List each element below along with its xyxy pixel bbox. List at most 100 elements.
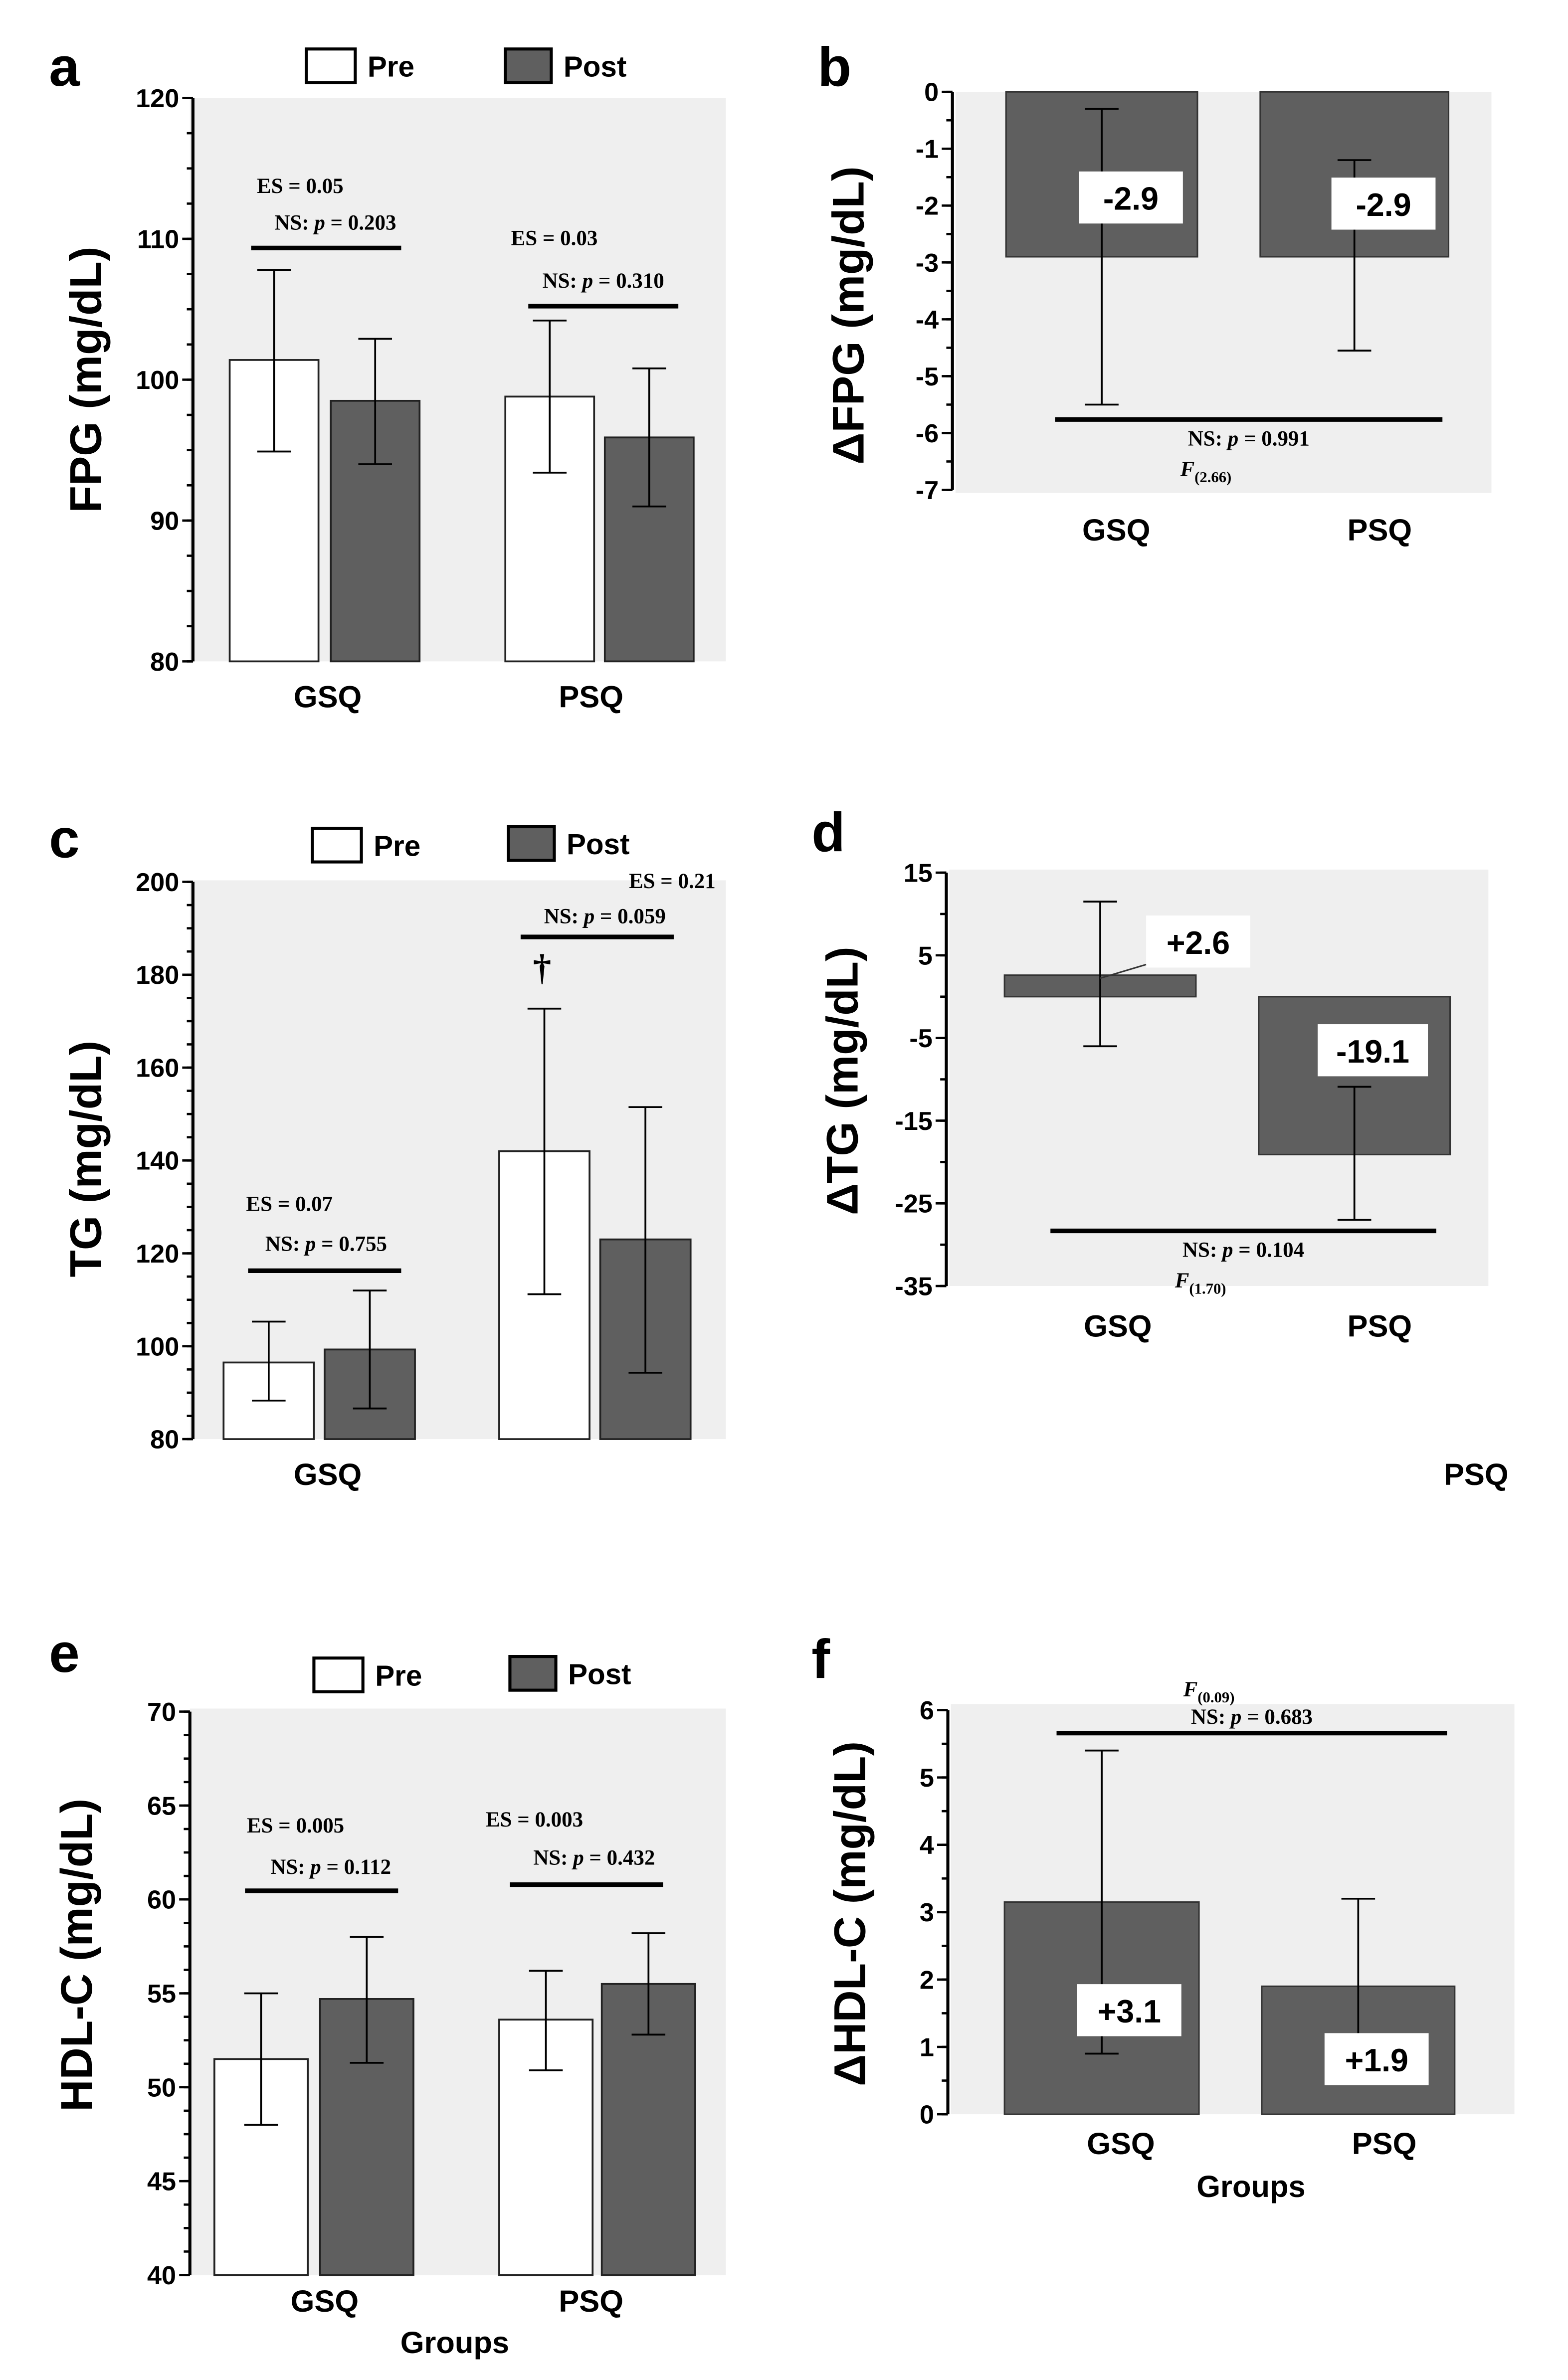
e-legend-post-label: Post bbox=[568, 1658, 631, 1690]
c-y-tick-label: 160 bbox=[136, 1054, 179, 1083]
d-value-pointer bbox=[1100, 963, 1147, 979]
a-p-value-1: NS: p = 0.310 bbox=[543, 269, 664, 293]
f-f-stat-fsub: (0.09) bbox=[1197, 1689, 1234, 1706]
f-x-label-gsq: GSQ bbox=[1087, 2127, 1155, 2161]
c-legend-pre-label: Pre bbox=[374, 830, 420, 862]
f-f-stat-f: F bbox=[1183, 1678, 1198, 1701]
c-y-tick-label: 80 bbox=[150, 1426, 179, 1455]
b-f-stat-fsub: (2.66) bbox=[1194, 469, 1231, 486]
f-p-value: NS: p = 0.683 bbox=[1191, 1705, 1313, 1729]
c-x-label-psq: PSQ bbox=[1444, 1458, 1509, 1492]
e-x-label-psq: PSQ bbox=[559, 2284, 623, 2319]
b-y-tick-label: -6 bbox=[916, 419, 939, 448]
f-p-value-ns: NS: bbox=[1191, 1705, 1231, 1729]
c-x-label-gsq: GSQ bbox=[294, 1458, 362, 1492]
d-f-stat-f: F bbox=[1175, 1269, 1189, 1292]
f-y-tick-label: 5 bbox=[920, 1764, 934, 1793]
c-p-value-0: NS: p = 0.755 bbox=[265, 1232, 387, 1256]
c-y-tick-label: 180 bbox=[136, 961, 179, 990]
b-panel-letter: b bbox=[818, 36, 852, 98]
e-y-tick-label: 45 bbox=[147, 2168, 176, 2197]
e-y-tick-label: 65 bbox=[147, 1792, 176, 1821]
e-p-value-0-pval: = 0.112 bbox=[327, 1855, 392, 1879]
e-p-value-1-pval: = 0.432 bbox=[589, 1846, 655, 1870]
c-p-value-1-ns: NS: bbox=[544, 905, 584, 928]
c-legend-pre-swatch bbox=[311, 826, 363, 864]
e-x-label-gsq: GSQ bbox=[291, 2284, 359, 2319]
a-p-value-1-p: p bbox=[581, 269, 598, 293]
c-p-value-1: NS: p = 0.059 bbox=[544, 905, 666, 928]
d-value-label-1: -19.1 bbox=[1336, 1034, 1409, 1070]
d-value-box-1 bbox=[1318, 1024, 1428, 1077]
a-effect-size-0: ES = 0.05 bbox=[257, 175, 344, 198]
d-y-tick-label: -5 bbox=[909, 1024, 932, 1053]
c-p-value-0-pval: = 0.755 bbox=[321, 1232, 387, 1256]
b-y-tick-label: -1 bbox=[916, 135, 939, 164]
d-panel-letter: d bbox=[811, 802, 845, 863]
b-x-label-gsq: GSQ bbox=[1082, 513, 1150, 548]
b-f-stat-f: F bbox=[1179, 458, 1194, 481]
f-y-tick-label: 3 bbox=[920, 1898, 934, 1927]
a-p-value-1-ns: NS: bbox=[543, 269, 583, 293]
d-f-stat: F(1.70) bbox=[1175, 1269, 1226, 1297]
e-effect-size-0: ES = 0.005 bbox=[247, 1814, 344, 1837]
a-y-title: FPG (mg/dL) bbox=[61, 246, 111, 513]
b-value-box-1 bbox=[1331, 178, 1436, 230]
e-p-value-0-ns: NS: bbox=[270, 1855, 310, 1879]
a-panel-letter: a bbox=[49, 36, 80, 98]
d-y-tick-label: -25 bbox=[895, 1190, 932, 1219]
c-p-value-0-ns: NS: bbox=[265, 1232, 305, 1256]
b-p-value-pval: = 0.991 bbox=[1244, 427, 1310, 450]
c-p-value-1-p: p bbox=[582, 905, 600, 928]
panel-c: 80 100 120 140 160 180 200 GSQ PSQ TG (mg/dL) c Pre… bbox=[49, 808, 1508, 1492]
e-y-tick-label: 60 bbox=[147, 1886, 176, 1915]
c-p-value-1-pval: = 0.059 bbox=[600, 905, 666, 928]
f-value-box-1 bbox=[1324, 2033, 1429, 2085]
b-y-tick-label: -3 bbox=[916, 249, 939, 278]
d-p-value-ns: NS: bbox=[1182, 1239, 1222, 1262]
b-p-value-ns: NS: bbox=[1188, 427, 1228, 450]
b-value-label-0: -2.9 bbox=[1103, 181, 1159, 217]
b-y-title: ΔFPG (mg/dL) bbox=[823, 166, 873, 464]
c-dagger-mark: † bbox=[533, 947, 551, 988]
f-y-tick-label: 1 bbox=[920, 2033, 934, 2062]
b-y-tick-label: -7 bbox=[916, 476, 939, 505]
a-y-tick-label: 110 bbox=[137, 225, 179, 254]
b-y-tick-label: -4 bbox=[916, 306, 939, 335]
e-p-value-1-ns: NS: bbox=[533, 1846, 573, 1870]
d-y-title: ΔTG (mg/dL) bbox=[817, 946, 867, 1215]
a-x-label-psq: PSQ bbox=[559, 680, 623, 714]
e-legend-pre-swatch bbox=[312, 1656, 365, 1693]
a-legend-pre-label: Pre bbox=[368, 51, 414, 83]
b-value-label-1: -2.9 bbox=[1356, 187, 1411, 223]
a-p-value-0-pval: = 0.203 bbox=[331, 211, 396, 235]
f-x-label-psq: PSQ bbox=[1352, 2127, 1417, 2161]
a-y-tick-label: 90 bbox=[150, 507, 179, 536]
f-panel-letter: f bbox=[811, 1629, 830, 1690]
c-y-tick-label: 100 bbox=[136, 1332, 179, 1361]
c-y-tick-label: 200 bbox=[136, 868, 179, 897]
e-legend-post-swatch bbox=[508, 1655, 558, 1692]
b-y-tick-label: 0 bbox=[924, 78, 939, 107]
c-y-title: TG (mg/dL) bbox=[61, 1041, 111, 1278]
d-y-tick-label: 15 bbox=[904, 859, 933, 888]
a-p-value-0-ns: NS: bbox=[274, 211, 314, 235]
panel-a: 80 90 100 110 120 GSQ PSQ FPG (mg/dL) a Pre Post ES… bbox=[49, 36, 726, 714]
a-x-label-gsq: GSQ bbox=[294, 680, 362, 714]
e-y-tick-label: 50 bbox=[147, 2073, 176, 2102]
d-p-value-p: p bbox=[1220, 1239, 1238, 1262]
panel-b: 0 -1 -2 -3 -4 -5 -6 -7 -2.9 -2.9 NS: p = 0.991 F(2.… bbox=[818, 36, 1492, 548]
e-p-value-1: NS: p = 0.432 bbox=[533, 1846, 655, 1870]
f-value-box-0 bbox=[1077, 1984, 1181, 2036]
e-panel-letter: e bbox=[49, 1623, 79, 1684]
b-p-value: NS: p = 0.991 bbox=[1188, 427, 1310, 450]
b-y-tick-label: -5 bbox=[916, 363, 939, 391]
a-effect-size-1: ES = 0.03 bbox=[511, 226, 598, 250]
c-y-tick-label: 120 bbox=[136, 1240, 179, 1269]
a-legend-post-label: Post bbox=[564, 51, 626, 83]
f-p-value-pval: = 0.683 bbox=[1247, 1705, 1313, 1729]
a-p-value-0: NS: p = 0.203 bbox=[274, 211, 396, 235]
a-y-tick-label: 80 bbox=[150, 648, 179, 677]
